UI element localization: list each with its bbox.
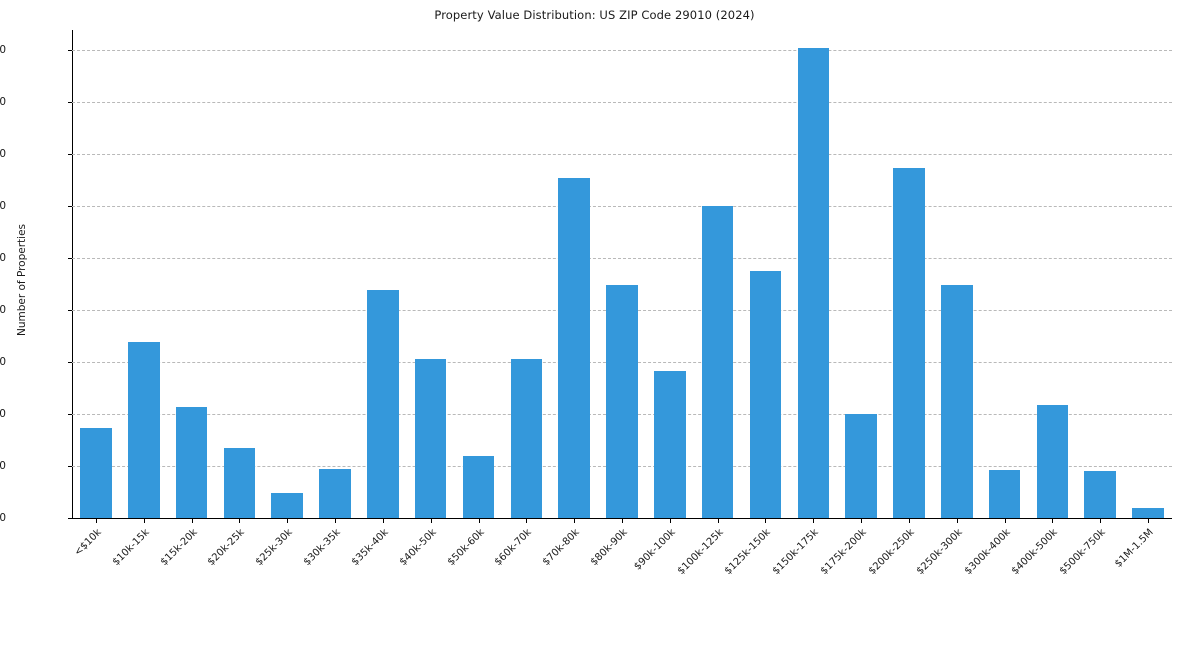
gridline: [72, 205, 1172, 207]
bar: [558, 178, 590, 518]
x-tick-mark: [239, 519, 241, 523]
y-tick-mark: [68, 361, 72, 363]
x-tick-mark: [813, 519, 815, 523]
y-tick-mark: [68, 101, 72, 103]
y-tick-mark: [68, 205, 72, 207]
bar: [606, 285, 638, 518]
x-tick-mark: [908, 519, 910, 523]
bar: [654, 370, 686, 518]
y-tick-label: 200: [0, 251, 6, 264]
x-tick-mark: [143, 519, 145, 523]
y-tick-mark: [68, 257, 72, 259]
x-tick-mark: [1004, 519, 1006, 523]
bar: [271, 493, 303, 518]
bar: [1084, 471, 1117, 518]
y-tick-mark: [68, 465, 72, 467]
x-tick-mark: [861, 519, 863, 523]
x-tick-mark: [95, 519, 97, 523]
y-tick-mark: [68, 153, 72, 155]
x-tick-mark: [1100, 519, 1102, 523]
x-tick-mark: [478, 519, 480, 523]
y-tick-mark: [68, 518, 72, 519]
y-tick-label: 40: [0, 459, 6, 472]
x-tick-mark: [669, 519, 671, 523]
y-tick-label: 360: [0, 43, 6, 56]
x-tick-mark: [1148, 519, 1150, 523]
gridline: [72, 49, 1172, 51]
y-tick-mark: [68, 413, 72, 415]
bar: [845, 413, 877, 518]
x-tick-mark: [765, 519, 767, 523]
y-axis-line: [72, 30, 73, 519]
x-tick-mark: [335, 519, 337, 523]
x-tick-mark: [717, 519, 719, 523]
bar: [127, 342, 160, 518]
y-tick-label: 0: [0, 512, 6, 524]
y-tick-label: 120: [0, 355, 6, 368]
y-axis-title: Number of Properties: [16, 223, 28, 337]
x-tick-mark: [526, 519, 528, 523]
y-tick-label: 80: [0, 407, 6, 420]
x-tick-mark: [574, 519, 576, 523]
x-tick-mark: [956, 519, 958, 523]
y-tick-label: 160: [0, 303, 6, 316]
bar: [1132, 507, 1164, 518]
bar: [80, 428, 112, 518]
bar: [749, 270, 782, 518]
chart-figure: Property Value Distribution: US ZIP Code…: [0, 8, 1172, 578]
y-tick-label: 280: [0, 147, 6, 160]
bar: [414, 359, 447, 518]
x-tick-mark: [430, 519, 432, 523]
gridline: [72, 153, 1172, 155]
bar: [941, 285, 973, 518]
bar: [510, 359, 543, 518]
bar: [893, 167, 925, 518]
bar: [701, 205, 734, 518]
x-axis-line: [72, 518, 1172, 519]
bar-series: [72, 30, 1172, 518]
x-tick-mark: [382, 519, 384, 523]
chart-title: Property Value Distribution: US ZIP Code…: [434, 8, 755, 22]
x-tick-mark: [191, 519, 193, 523]
bar: [1036, 404, 1069, 518]
gridline: [72, 101, 1172, 103]
y-tick-label: 240: [0, 199, 6, 212]
x-tick-mark: [287, 519, 289, 523]
x-tick-mark: [1052, 519, 1054, 523]
bar: [367, 290, 399, 518]
bar: [319, 468, 351, 518]
y-tick-label: 320: [0, 95, 6, 108]
y-tick-mark: [68, 49, 72, 51]
y-tick-mark: [68, 309, 72, 311]
bar: [988, 469, 1021, 518]
x-tick-mark: [622, 519, 623, 523]
bar: [462, 455, 495, 518]
bar: [223, 447, 256, 518]
bar: [175, 407, 208, 518]
gridline: [72, 257, 1172, 259]
bar: [797, 48, 830, 518]
